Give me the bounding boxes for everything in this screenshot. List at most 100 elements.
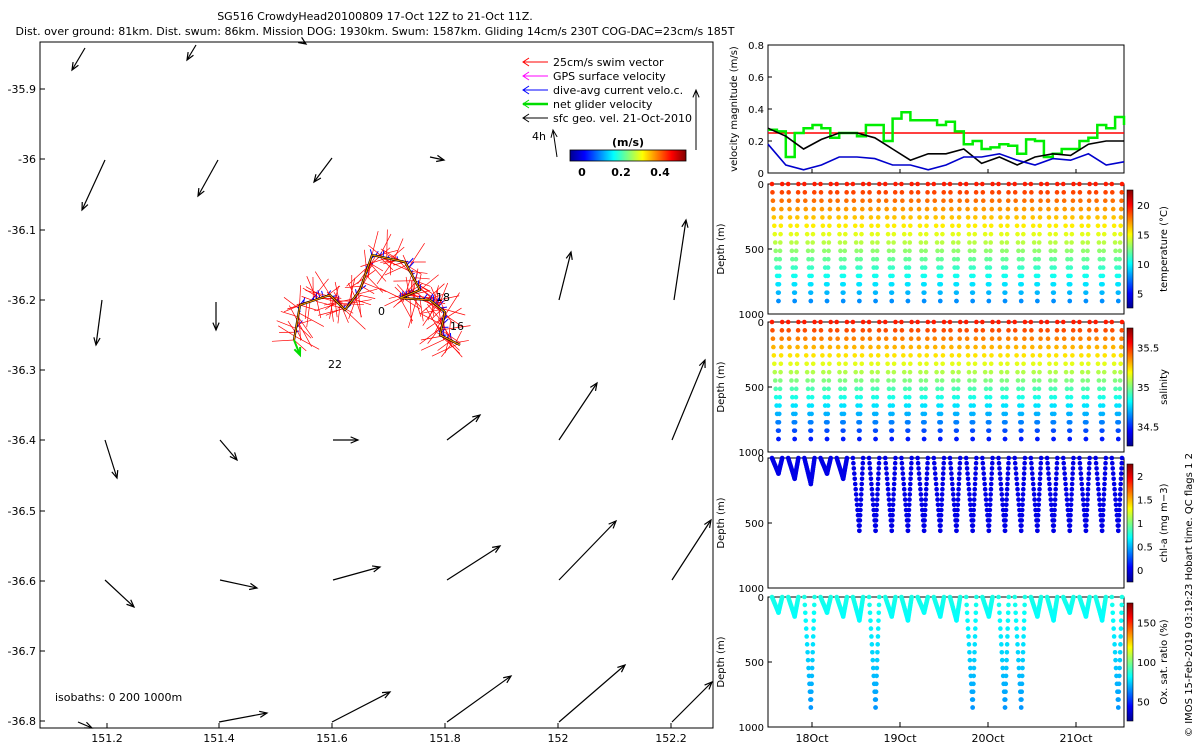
profile-point [841,273,847,279]
profile-point [1021,618,1027,623]
profile-point [1014,476,1019,482]
profile-point [809,265,815,270]
profile-point [868,626,874,631]
legend-swatch-head [522,85,530,95]
profile-point [1113,502,1119,508]
profile-point [941,190,947,195]
profile-point [1119,336,1124,342]
profile-point [787,215,793,220]
profile-point [935,394,941,400]
profile-point [915,460,921,466]
geo-velocity-arrow-head [617,663,627,673]
profile-point [951,256,957,262]
profile-point [931,181,937,187]
profile-point [973,190,979,195]
profile-point [1119,594,1125,600]
profile-point [949,344,954,350]
legend-label: sfc geo. vel. 21-Oct-2010 [553,112,692,125]
profile-point [987,518,992,523]
profile-point [1097,386,1102,392]
profile-point [931,328,937,333]
profile-point [972,223,978,229]
profile-point [1087,319,1092,325]
profile-point [851,460,856,466]
profile-point [834,190,840,195]
profile-point [980,181,985,187]
swim-vector [405,276,410,295]
profile-point [1078,206,1084,212]
geo-velocity-arrow-head [81,201,89,212]
profile-point [1022,610,1027,616]
profile-point [885,486,891,492]
profile-point [1110,618,1116,623]
geo-velocity-arrow [558,251,572,301]
legend-label: GPS surface velocity [553,70,666,83]
profile-point [886,378,891,383]
profile-point [1068,512,1073,518]
profile-point [1069,492,1074,497]
profile-point [924,344,930,350]
profile-point [868,618,873,623]
profile-point [1020,649,1026,655]
profile-point [1018,528,1024,534]
profile-point [1037,481,1043,487]
profile-point [851,471,857,476]
geo-velocity-arrow-head [83,721,94,729]
profile-point [1051,436,1056,442]
profile-point [836,215,841,220]
profile-point [1005,223,1010,229]
swim-vector [357,292,362,318]
profile-point [824,471,830,476]
profile-point [902,497,908,502]
profile-point [986,528,992,534]
profile-point [939,265,944,270]
profile-point [1000,665,1006,671]
profile-point [932,336,938,342]
profile-point [802,594,807,600]
profile-point [1028,181,1034,187]
profile-point [1070,353,1075,358]
profile-point [811,190,817,195]
profile-point [890,273,895,279]
profile-point [917,215,922,220]
profile-point [1032,502,1038,508]
profile-point [908,361,913,367]
profile-point [957,460,963,466]
swim-vector [334,285,339,301]
profile-point [905,436,911,442]
profile-point [939,378,945,383]
profile-point [826,240,832,245]
profile-point [1014,481,1020,487]
isobaths-label: isobaths: 0 200 1000m [55,691,182,704]
profile-point [923,497,928,502]
profile-point [957,455,963,461]
profile-point [933,215,938,220]
profile-point [924,466,930,471]
swim-vector [337,303,351,309]
profile-point [1052,497,1058,502]
profile-point [1000,502,1006,508]
profile-point [989,344,995,350]
profile-point [984,256,989,262]
profile-point [1068,507,1074,513]
profile-point [825,403,831,408]
profile-point [967,240,972,245]
profile-point [858,240,864,245]
profile-point [1019,512,1025,518]
profile-point [1006,181,1012,187]
profile-point [1117,665,1122,671]
profile-point [905,428,911,433]
profile-point [1111,634,1117,639]
profile-point [892,336,898,342]
profile-point [1115,436,1121,442]
profile-point [771,206,776,212]
profile-point [1012,602,1018,608]
profile-point [891,361,897,367]
profile-point [932,198,938,204]
profile-point [980,336,986,342]
profile-point [1006,602,1011,608]
profile-point [770,198,776,204]
profile-point [778,215,784,220]
profile-point [1118,618,1124,623]
colorbar-label: Ox. sat. ratio (%) [1159,619,1170,704]
